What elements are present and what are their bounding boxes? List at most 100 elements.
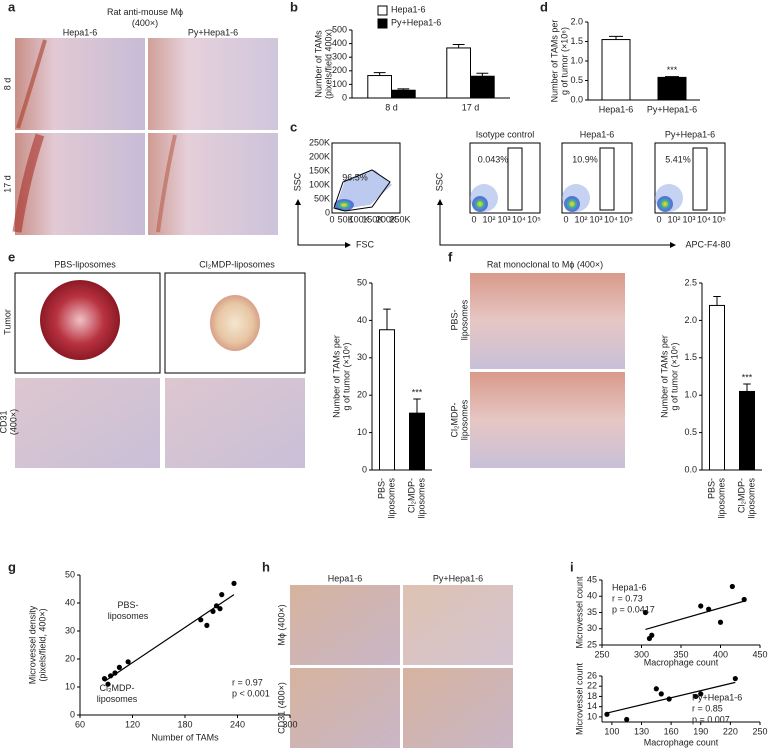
bar: [601, 39, 631, 101]
y-tick-label: 2.5: [684, 277, 697, 287]
row-label: CD31 (400×): [276, 682, 286, 734]
fit-line: [606, 681, 736, 714]
arrow-head: [345, 242, 351, 248]
y-tick-label: 35: [587, 607, 597, 617]
x-tick-label: 100K: [349, 214, 370, 224]
bar: [470, 75, 495, 99]
column-label: PBS-liposomes: [54, 259, 116, 269]
x-tick-label: 240: [230, 719, 245, 729]
column-label: Cl₂MDP-liposomes: [199, 259, 275, 269]
panel-letter: b: [290, 0, 298, 14]
point: [219, 592, 225, 598]
y-tick-label: 10: [65, 681, 75, 691]
axis-label: g of tumor (×10⁶): [669, 343, 679, 411]
error-bar: [452, 44, 465, 48]
bar: [709, 304, 725, 471]
point: [198, 617, 204, 623]
error-bar: [743, 383, 751, 392]
density: [663, 202, 667, 206]
gate-label: 96.5%: [342, 172, 368, 182]
annotation: p < 0.001: [232, 688, 270, 698]
axis-label: Microvessel count: [574, 662, 584, 735]
point: [732, 675, 738, 682]
stain: [156, 134, 177, 233]
x-tick-label: Cl₂MDP-: [736, 478, 746, 513]
axis-label: g of tumor (×10⁶): [341, 343, 351, 411]
axis-label: SSC: [434, 172, 444, 191]
point: [642, 609, 649, 616]
point: [105, 681, 111, 687]
axis-arrow: [297, 205, 345, 246]
error-bar: [413, 398, 421, 414]
panel-letter: e: [8, 249, 15, 264]
panel-title: Rat monoclonal to Mϕ (400×): [487, 259, 603, 269]
y-tick-label: 30: [357, 352, 367, 362]
x-tick-label: Py+Hepa1-6: [647, 104, 697, 114]
panel-letter: d: [540, 0, 548, 14]
y-tick-label: 2.0: [570, 16, 583, 26]
axis-label: (pixels/field 400x): [323, 29, 333, 99]
fit-line: [645, 600, 745, 630]
x-tick-label: liposomes: [416, 478, 426, 519]
fit-line: [104, 594, 235, 682]
tumor: [40, 280, 120, 360]
x-tick-label: 10³: [589, 214, 602, 224]
axis-label: FSC: [356, 239, 375, 249]
y-tick-label: 40: [65, 597, 75, 607]
bar: [739, 390, 755, 471]
row-label: (400×): [8, 409, 18, 435]
y-tick-label: 30: [65, 625, 75, 635]
stain: [16, 39, 47, 129]
error-bar: [373, 72, 386, 76]
point: [624, 716, 630, 723]
x-tick-label: 10⁴: [512, 214, 526, 224]
x-tick-label: 130: [634, 726, 649, 736]
point: [693, 693, 699, 700]
x-tick-label: 8 d: [385, 102, 398, 112]
gate: [599, 147, 615, 211]
axis-label: Macrophage count: [644, 737, 719, 747]
micrographs: [12, 38, 625, 748]
point: [112, 670, 118, 676]
x-tick-label: PBS-: [376, 478, 386, 499]
y-tick-label: 10: [357, 427, 367, 437]
legend-label: Py+Hepa1-6: [391, 17, 441, 27]
row-label: Tumor: [2, 309, 12, 335]
y-tick-label: 1.5: [570, 36, 583, 46]
row-label: Mϕ (400×): [276, 604, 286, 645]
x-tick-label: 160: [664, 726, 679, 736]
annotation: Hepa1-6: [612, 582, 647, 592]
y-tick-label: 25: [587, 639, 597, 649]
axis-label: Microvessel count: [574, 576, 584, 649]
x-tick-label: 60: [75, 719, 85, 729]
point: [125, 659, 131, 665]
error-bar: [609, 35, 623, 40]
row-label: liposomes: [459, 399, 469, 440]
row-label: 17 d: [2, 175, 12, 193]
group-label: PBS-: [117, 600, 138, 610]
y-tick-label: 20: [65, 653, 75, 663]
y-tick-label: 0.0: [570, 94, 583, 104]
plot-title: Py+Hepa1-6: [665, 129, 715, 139]
micrograph: [290, 585, 400, 665]
x-tick-label: 17 d: [462, 102, 480, 112]
axis-label: Number of TAMs per: [549, 20, 559, 103]
x-tick-label: 300: [634, 649, 649, 659]
y-tick-label: 2.0: [684, 315, 697, 325]
group-label: liposomes: [108, 611, 149, 621]
y-tick-label: 10: [587, 711, 597, 721]
y-tick-label: 30: [587, 623, 597, 633]
gate: [692, 147, 708, 211]
density: [570, 202, 574, 206]
x-tick-label: 0: [329, 214, 334, 224]
y-tick-label: 50: [65, 569, 75, 579]
density: [342, 203, 346, 207]
annotation: p = 0.007: [692, 714, 730, 724]
significance-label: ***: [742, 372, 753, 382]
panel-title: (400×): [132, 18, 158, 28]
y-tick-label: 0.5: [570, 75, 583, 85]
point: [741, 596, 747, 603]
micrograph: [165, 378, 305, 468]
x-tick-label: 0: [563, 214, 568, 224]
